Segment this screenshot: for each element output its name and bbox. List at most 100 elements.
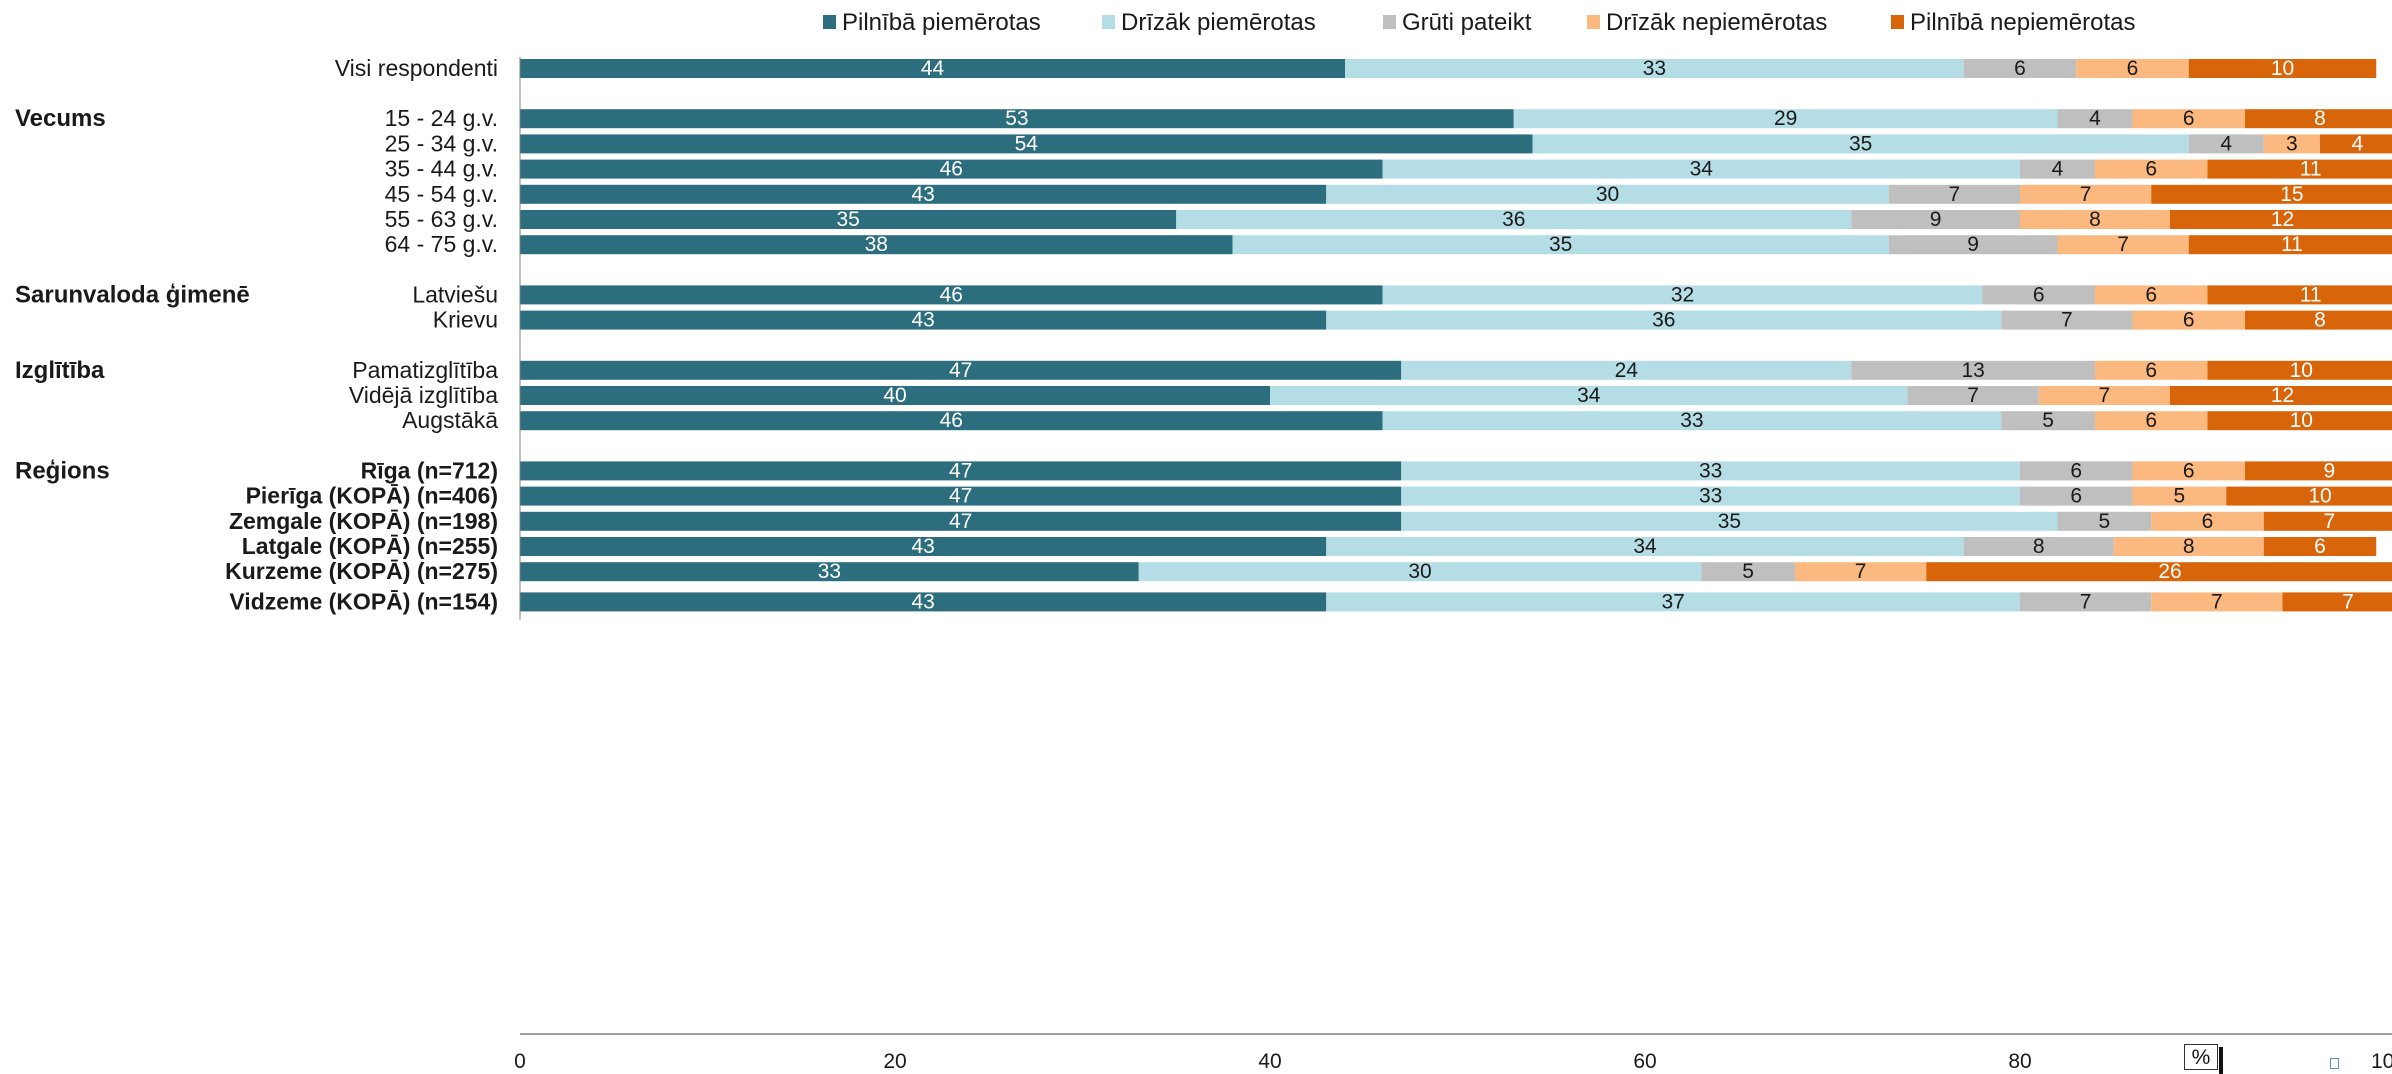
data-label: 7	[2061, 309, 2073, 332]
data-label: 47	[949, 485, 972, 508]
bar-segment	[2095, 411, 2208, 431]
bar-segment	[520, 486, 1402, 506]
data-label: 5	[1742, 560, 1754, 583]
data-label: 7	[2117, 233, 2129, 256]
x-tick-label: 60	[1633, 1050, 1656, 1073]
group-label-sarunvaloda-gimene: Sarunvaloda ģimenē	[15, 281, 250, 308]
row-label-vidzeme-kopa-n-154: Vidzeme (KOPĀ) (n=154)	[229, 588, 498, 614]
bar-segment	[1345, 59, 1964, 78]
data-label: 33	[1699, 459, 1722, 482]
bar-segment	[2263, 537, 2377, 556]
data-label: 4	[2089, 107, 2101, 130]
row-label-augstaka: Augstākā	[402, 407, 498, 433]
data-label: 26	[2158, 560, 2181, 583]
data-label: 8	[2033, 535, 2045, 558]
data-label: 10	[2290, 359, 2313, 382]
bar-segment	[2020, 592, 2152, 612]
data-label: 44	[921, 57, 945, 80]
data-label: 6	[2145, 359, 2157, 382]
row-label-krievu: Krievu	[433, 307, 498, 333]
data-label: 43	[911, 183, 934, 206]
legend-label: Grūti pateikt	[1402, 9, 1532, 36]
legend-label: Drīzāk nepiemērotas	[1606, 9, 1827, 36]
legend-swatch	[1587, 15, 1600, 29]
data-label: 6	[2033, 283, 2045, 306]
row-label-videja-izglitiba: Vidējā izglītība	[349, 382, 498, 408]
bar-segment	[1907, 386, 2039, 405]
row-label-45-54-g-v: 45 - 54 g.v.	[385, 181, 498, 207]
data-label: 47	[949, 510, 972, 533]
data-label: 6	[2145, 283, 2157, 306]
bar-segment	[2151, 184, 2392, 204]
bar-segment	[2207, 360, 2392, 380]
bar-segment	[1963, 537, 2114, 556]
unit-label: %	[2184, 1044, 2218, 1070]
row-label-latgale-kopa-n-255: Latgale (KOPĀ) (n=255)	[242, 533, 498, 559]
bar-segment	[1532, 134, 2189, 154]
bar-segment	[1176, 210, 1852, 229]
bar-segment	[520, 461, 1402, 481]
group-label-vecums: Vecums	[15, 105, 106, 132]
data-label: 3	[2286, 132, 2298, 155]
data-label: 15	[2280, 183, 2303, 206]
data-label: 8	[2314, 107, 2326, 130]
bar-segment	[1851, 360, 2095, 380]
row-label-kurzeme-kopa-n-275: Kurzeme (KOPĀ) (n=275)	[225, 558, 498, 584]
bar-segment	[1888, 235, 2058, 255]
bar-segment	[2132, 486, 2227, 506]
bar-segment	[1382, 411, 2002, 431]
bar-segment	[2207, 159, 2392, 179]
bar-segment	[2132, 109, 2245, 129]
data-label: 38	[865, 233, 888, 256]
bar-segment	[1401, 511, 2058, 531]
data-label: 35	[1849, 132, 1872, 155]
x-tick-label: 10	[2371, 1050, 2392, 1073]
bar-segment	[2001, 310, 2133, 330]
row-label-15-24-g-v: 15 - 24 g.v.	[385, 105, 498, 131]
data-label: 6	[2070, 459, 2082, 482]
bar-segment	[1382, 285, 1983, 305]
data-label: 6	[2183, 107, 2195, 130]
bar-segment	[2263, 134, 2320, 154]
bar-segment	[1401, 360, 1852, 380]
bar-segment	[520, 210, 1177, 229]
bar-segment	[2057, 109, 2133, 129]
unit-marker	[2219, 1047, 2223, 1074]
bar-segment	[2020, 184, 2152, 204]
bar-segment	[1382, 159, 2020, 179]
bar-segment	[2057, 235, 2189, 255]
bar-segment	[2095, 159, 2208, 179]
row-labels: Visi respondenti 15 - 24 g.v.25 - 34 g.v.…	[225, 55, 498, 614]
bar-segment	[2020, 461, 2133, 481]
bar-segment	[2038, 386, 2170, 405]
bar-segment	[2245, 461, 2392, 481]
data-label: 46	[940, 409, 963, 432]
bar-segment	[2076, 59, 2189, 78]
data-label: 4	[2352, 132, 2364, 155]
bar-segment	[2020, 486, 2133, 506]
bar-segment	[2020, 210, 2170, 229]
data-label: 34	[1690, 158, 1714, 181]
bar-segment	[2188, 134, 2264, 154]
data-label: 7	[2099, 384, 2111, 407]
data-label: 6	[2070, 485, 2082, 508]
data-label: 6	[2145, 409, 2157, 432]
data-label: 33	[818, 560, 841, 583]
data-label: 8	[2314, 309, 2326, 332]
row-label-zemgale-kopa-n-198: Zemgale (KOPĀ) (n=198)	[229, 508, 498, 534]
legend-label: Pilnībā piemērotas	[842, 9, 1041, 36]
row-label-35-44-g-v: 35 - 44 g.v.	[385, 156, 498, 182]
legend-label: Pilnībā nepiemērotas	[1910, 9, 2135, 36]
bar-segment	[1888, 184, 2020, 204]
data-label: 34	[1577, 384, 1601, 407]
data-label: 7	[1855, 560, 1867, 583]
data-label: 7	[2342, 590, 2354, 613]
bar-segment	[2320, 134, 2392, 154]
data-label: 46	[940, 283, 963, 306]
bar-segment	[2170, 210, 2392, 229]
bar-segment	[2226, 486, 2392, 506]
bar-segment	[2057, 511, 2152, 531]
bar-segment	[1982, 285, 2095, 305]
